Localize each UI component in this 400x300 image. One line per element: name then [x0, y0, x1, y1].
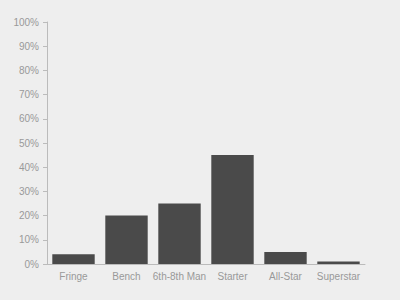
svg-text:Bench: Bench [112, 271, 140, 282]
svg-text:80%: 80% [19, 65, 39, 76]
svg-text:6th-8th Man: 6th-8th Man [153, 271, 206, 282]
svg-text:90%: 90% [19, 41, 39, 52]
svg-text:Starter: Starter [217, 271, 248, 282]
svg-text:50%: 50% [19, 138, 39, 149]
svg-text:Superstar: Superstar [317, 271, 361, 282]
svg-text:60%: 60% [19, 113, 39, 124]
svg-text:40%: 40% [19, 162, 39, 173]
svg-text:70%: 70% [19, 89, 39, 100]
svg-text:Fringe: Fringe [59, 271, 88, 282]
svg-text:100%: 100% [13, 17, 39, 28]
svg-text:0%: 0% [25, 259, 40, 270]
svg-text:All-Star: All-Star [269, 271, 302, 282]
svg-text:10%: 10% [19, 234, 39, 245]
svg-text:30%: 30% [19, 186, 39, 197]
svg-text:20%: 20% [19, 210, 39, 221]
